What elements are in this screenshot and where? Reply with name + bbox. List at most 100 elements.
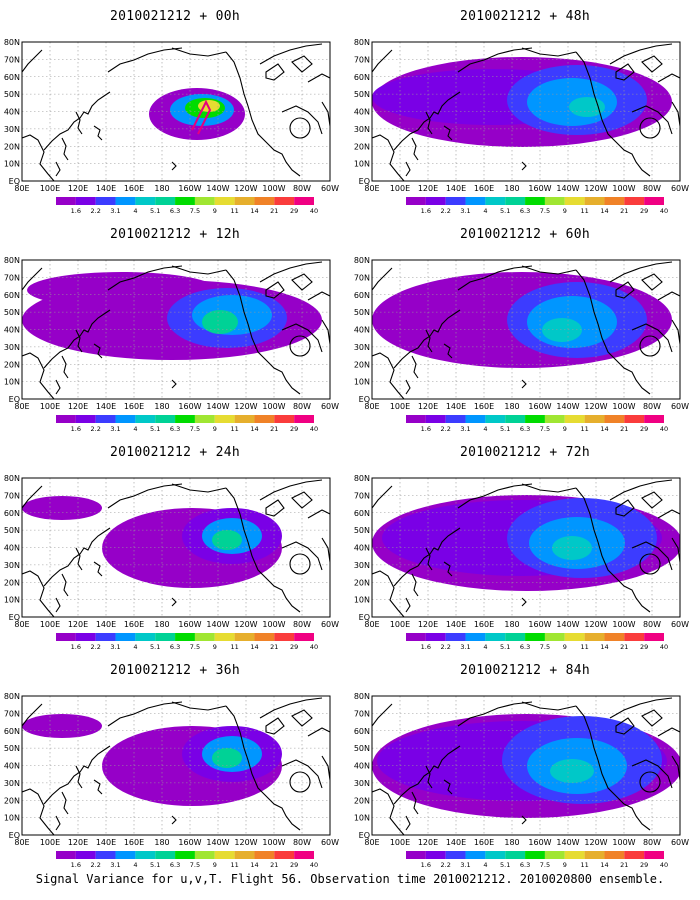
panel-title: 2010021212 + 48h bbox=[459, 9, 591, 24]
legend-label: 7.5 bbox=[540, 861, 550, 869]
legend-label: 9 bbox=[563, 643, 567, 651]
legend-swatch bbox=[544, 415, 565, 423]
legend-swatch bbox=[425, 415, 446, 423]
map-panel: 2010021212 + 24h 80N 70N 60N 50N 40N 30N 20N 10N… bbox=[0, 436, 350, 654]
lon-tick-label: 80E bbox=[14, 838, 29, 847]
legend-label: 2.2 bbox=[91, 425, 101, 433]
legend-swatch bbox=[406, 851, 426, 859]
legend-label: 21 bbox=[270, 207, 278, 215]
variance-contours bbox=[372, 495, 680, 591]
legend-swatch bbox=[214, 197, 235, 205]
lon-tick-label: 100W bbox=[262, 838, 285, 847]
legend-swatch bbox=[624, 197, 645, 205]
lat-tick-label: 10N bbox=[4, 596, 20, 605]
legend-swatch bbox=[155, 415, 176, 423]
lon-tick-label: 80E bbox=[14, 620, 29, 629]
legend-swatch bbox=[624, 415, 645, 423]
legend-swatch bbox=[115, 851, 136, 859]
legend-label: 40 bbox=[660, 861, 668, 869]
legend-swatch bbox=[294, 415, 314, 423]
lat-tick-label: 40N bbox=[354, 544, 370, 553]
flight-track-arrow bbox=[191, 99, 212, 135]
contour-fill bbox=[212, 748, 242, 768]
lon-tick-label: 120E bbox=[68, 402, 88, 411]
legend-swatch bbox=[75, 851, 96, 859]
legend-swatch bbox=[175, 415, 195, 423]
legend-label: 9 bbox=[213, 861, 217, 869]
lon-tick-label: 120W bbox=[234, 402, 257, 411]
legend-label: 11 bbox=[580, 425, 588, 433]
legend-label: 14 bbox=[600, 425, 608, 433]
lon-tick-label: 140W bbox=[556, 402, 579, 411]
lat-tick-label: 10N bbox=[354, 596, 370, 605]
lon-tick-label: 120E bbox=[68, 620, 88, 629]
legend-swatch bbox=[75, 197, 96, 205]
lat-tick-label: 20N bbox=[4, 142, 20, 151]
gridlines bbox=[372, 260, 680, 399]
legend-swatch bbox=[56, 197, 76, 205]
legend-label: 1.6 bbox=[71, 207, 81, 215]
legend-label: 14 bbox=[600, 861, 608, 869]
legend-label: 11 bbox=[230, 861, 238, 869]
legend-label: 7.5 bbox=[190, 425, 200, 433]
legend-label: 29 bbox=[640, 425, 648, 433]
legend-swatch bbox=[604, 851, 625, 859]
color-legend: 1.6 2.2 3.1 4 5.1 6.3 7.5 9 11 14 21 29 40 bbox=[406, 633, 668, 651]
legend-swatch bbox=[584, 851, 605, 859]
lon-tick-label: 140W bbox=[206, 838, 229, 847]
legend-swatch bbox=[194, 197, 215, 205]
legend-swatch bbox=[135, 633, 156, 641]
legend-label: 21 bbox=[270, 861, 278, 869]
legend-swatch bbox=[234, 197, 255, 205]
lat-tick-label: 80N bbox=[4, 256, 20, 265]
legend-swatch bbox=[445, 633, 466, 641]
lon-tick-label: 140W bbox=[206, 184, 229, 193]
lat-tick-label: 20N bbox=[354, 360, 370, 369]
legend-label: 6.3 bbox=[170, 207, 180, 215]
legend-swatch bbox=[584, 415, 605, 423]
legend-swatch bbox=[644, 851, 664, 859]
legend-label: 5.1 bbox=[150, 861, 160, 869]
legend-swatch bbox=[564, 633, 585, 641]
legend-label: 14 bbox=[600, 207, 608, 215]
lat-tick-label: 30N bbox=[354, 125, 370, 134]
legend-swatch bbox=[485, 197, 506, 205]
lon-tick-label: 140E bbox=[446, 838, 466, 847]
legend-label: 1.6 bbox=[71, 861, 81, 869]
legend-label: 11 bbox=[230, 643, 238, 651]
variance-contours bbox=[372, 714, 680, 818]
lat-tick-label: 80N bbox=[354, 692, 370, 701]
legend-label: 4 bbox=[133, 207, 137, 215]
lon-tick-label: 60W bbox=[671, 184, 689, 193]
legend-label: 3.1 bbox=[110, 425, 120, 433]
legend-label: 3.1 bbox=[110, 643, 120, 651]
lat-tick-label: 60N bbox=[354, 509, 370, 518]
lat-tick-label: 50N bbox=[354, 526, 370, 535]
lat-tick-label: 60N bbox=[4, 509, 20, 518]
legend-label: 4 bbox=[483, 207, 487, 215]
legend-swatch bbox=[505, 851, 526, 859]
lat-tick-label: EQ bbox=[9, 613, 20, 622]
lon-tick-label: 120W bbox=[234, 838, 257, 847]
legend-swatch bbox=[465, 197, 486, 205]
lon-tick-label: 80E bbox=[364, 184, 379, 193]
legend-swatch bbox=[465, 851, 486, 859]
lat-tick-label: 50N bbox=[354, 308, 370, 317]
map-frame bbox=[21, 477, 331, 618]
lon-tick-label: 120W bbox=[584, 402, 607, 411]
legend-label: 2.2 bbox=[441, 425, 451, 433]
lat-tick-label: 70N bbox=[4, 55, 20, 64]
lon-tick-label: 120W bbox=[584, 184, 607, 193]
coastlines bbox=[372, 479, 680, 617]
legend-swatch bbox=[75, 415, 96, 423]
legend-swatch bbox=[624, 633, 645, 641]
legend-label: 5.1 bbox=[150, 207, 160, 215]
lat-tick-label: 20N bbox=[4, 578, 20, 587]
lat-tick-label: 50N bbox=[354, 90, 370, 99]
lon-tick-label: 60W bbox=[321, 838, 339, 847]
contour-fill bbox=[22, 714, 102, 738]
lat-tick-label: 80N bbox=[354, 474, 370, 483]
legend-swatch bbox=[525, 851, 545, 859]
lon-tick-label: 100E bbox=[40, 620, 60, 629]
